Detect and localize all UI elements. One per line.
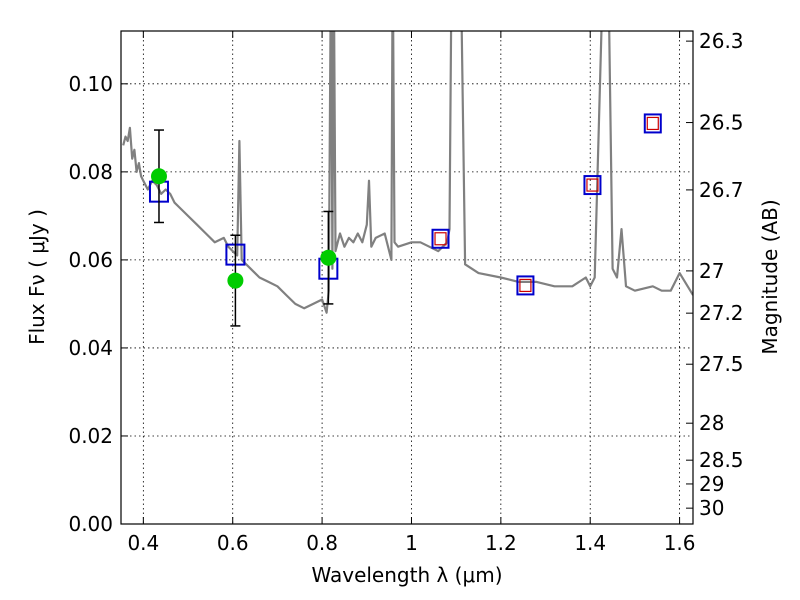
y-tick-label: 0.08	[68, 160, 113, 184]
plot-frame	[120, 30, 694, 525]
y-tick-label: 0.06	[68, 248, 113, 272]
mag-tick-label: 27.5	[699, 352, 744, 376]
y-tick-label: 0.00	[68, 512, 113, 536]
model-photometry-inner-square	[646, 116, 659, 131]
mag-tick-label: 27	[699, 259, 724, 283]
model-photometry-square	[583, 175, 602, 196]
mag-tick-label: 28	[699, 411, 724, 435]
x-tick-label: 1.2	[485, 531, 517, 555]
model-photometry-inner-square	[434, 232, 447, 246]
y-tick-label: 0.04	[68, 336, 113, 360]
y-tick-label: 0.10	[68, 72, 113, 96]
mag-tick-label: 28.5	[699, 448, 744, 472]
points-layer	[148, 113, 662, 327]
observed-flux-point	[320, 249, 337, 266]
observed-flux-point	[227, 272, 244, 289]
ticks-layer: 0.4 0.6 0.8 1 1.2 1.4 1.6 0.00 0.02 0.04 0.06 0.08 0…	[68, 29, 743, 555]
y-axis-label: Flux Fν ( μJy )	[25, 209, 49, 345]
model-photometry-square	[431, 228, 450, 249]
y2-axis-label: Magnitude (AB)	[758, 199, 782, 354]
mag-tick-label: 26.5	[699, 111, 744, 135]
y-tick-label: 0.02	[68, 424, 113, 448]
plot-area	[122, 31, 693, 314]
mag-tick-label: 26.7	[699, 178, 744, 202]
x-tick-label: 1.4	[574, 531, 606, 555]
x-tick-label: 0.4	[127, 531, 159, 555]
x-tick-label: 0.6	[217, 531, 249, 555]
x-axis-label: Wavelength λ (μm)	[311, 563, 502, 587]
x-tick-label: 0.8	[306, 531, 338, 555]
mag-tick-label: 29	[699, 472, 724, 496]
mag-tick-label: 27.2	[699, 301, 744, 325]
grid-layer	[121, 31, 693, 525]
x-tick-label: 1.6	[664, 531, 696, 555]
mag-tick-label: 30	[699, 496, 724, 520]
model-photometry-inner-square	[519, 278, 532, 293]
observed-flux-point	[150, 168, 167, 185]
model-spectrum-line	[122, 31, 693, 314]
x-tick-label: 1	[405, 531, 418, 555]
model-photometry-square	[643, 113, 662, 134]
model-photometry-square	[516, 275, 535, 296]
mag-tick-label: 26.3	[699, 29, 744, 53]
model-photometry-inner-square	[586, 178, 599, 192]
